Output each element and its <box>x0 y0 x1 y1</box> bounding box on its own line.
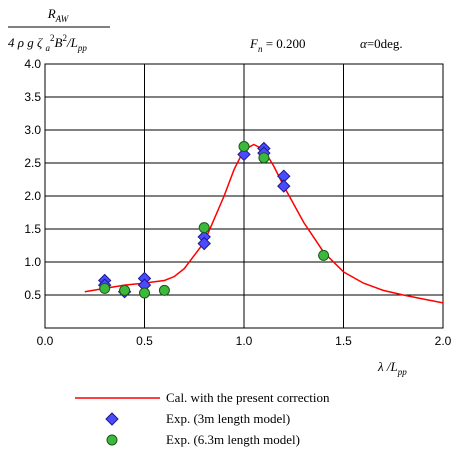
y-label-denominator: 4 ρ g ζ a2B2/Lpp <box>8 33 87 53</box>
data-point <box>258 152 270 164</box>
label-part: 2 <box>62 33 67 43</box>
label-part: AW <box>55 14 70 24</box>
x-tick-label: 0.0 <box>37 334 54 348</box>
legend-label: Cal. with the present correction <box>166 390 330 405</box>
label-part: a <box>46 43 51 53</box>
x-label: λ /Lpp <box>377 359 407 377</box>
y-tick-label: 3.0 <box>24 123 41 137</box>
y-tick-label: 4.0 <box>24 57 41 71</box>
label-part: α <box>360 36 368 51</box>
x-tick-label: 1.0 <box>236 334 253 348</box>
data-point <box>139 287 150 299</box>
data-point <box>197 236 211 251</box>
legend-swatch <box>105 412 119 426</box>
y-tick-label: 2.5 <box>24 156 41 170</box>
label-part: F <box>249 36 259 51</box>
y-tick-label: 2.0 <box>24 189 41 203</box>
data-point <box>238 141 250 152</box>
label-part: = 0.200 <box>262 36 305 51</box>
label-part: pp <box>77 43 88 53</box>
label-part: pp <box>397 367 408 377</box>
label-part: B <box>55 35 63 50</box>
label-part: =0deg. <box>367 36 403 51</box>
annotation: Fn = 0.200 <box>249 36 306 54</box>
data-point <box>277 179 291 193</box>
legend-label: Exp. (3m length model) <box>166 411 290 426</box>
data-point <box>99 282 111 294</box>
y-tick-label: 3.5 <box>24 90 41 104</box>
x-tick-label: 1.5 <box>335 334 352 348</box>
y-label-numerator: RAW <box>47 6 70 24</box>
data-point <box>198 222 210 234</box>
label-part: n <box>258 44 263 54</box>
label-part: R <box>47 6 56 21</box>
data-point <box>318 249 330 261</box>
data-point <box>158 284 170 296</box>
legend-swatch <box>106 434 118 446</box>
label-part: 2 <box>50 33 55 43</box>
x-tick-label: 2.0 <box>435 334 452 348</box>
label-part: /L <box>66 35 78 50</box>
x-tick-label: 0.5 <box>136 334 153 348</box>
data-point <box>237 147 251 162</box>
annotation: α=0deg. <box>360 36 403 51</box>
y-tick-label: 1.0 <box>24 255 41 269</box>
y-tick-label: 0.5 <box>24 288 41 302</box>
y-tick-label: 1.5 <box>24 222 41 236</box>
label-part: λ /L <box>377 359 398 374</box>
data-point <box>119 284 131 296</box>
legend-label: Exp. (6.3m length model) <box>166 432 300 447</box>
label-part: 4 ρ g ζ <box>8 35 46 50</box>
